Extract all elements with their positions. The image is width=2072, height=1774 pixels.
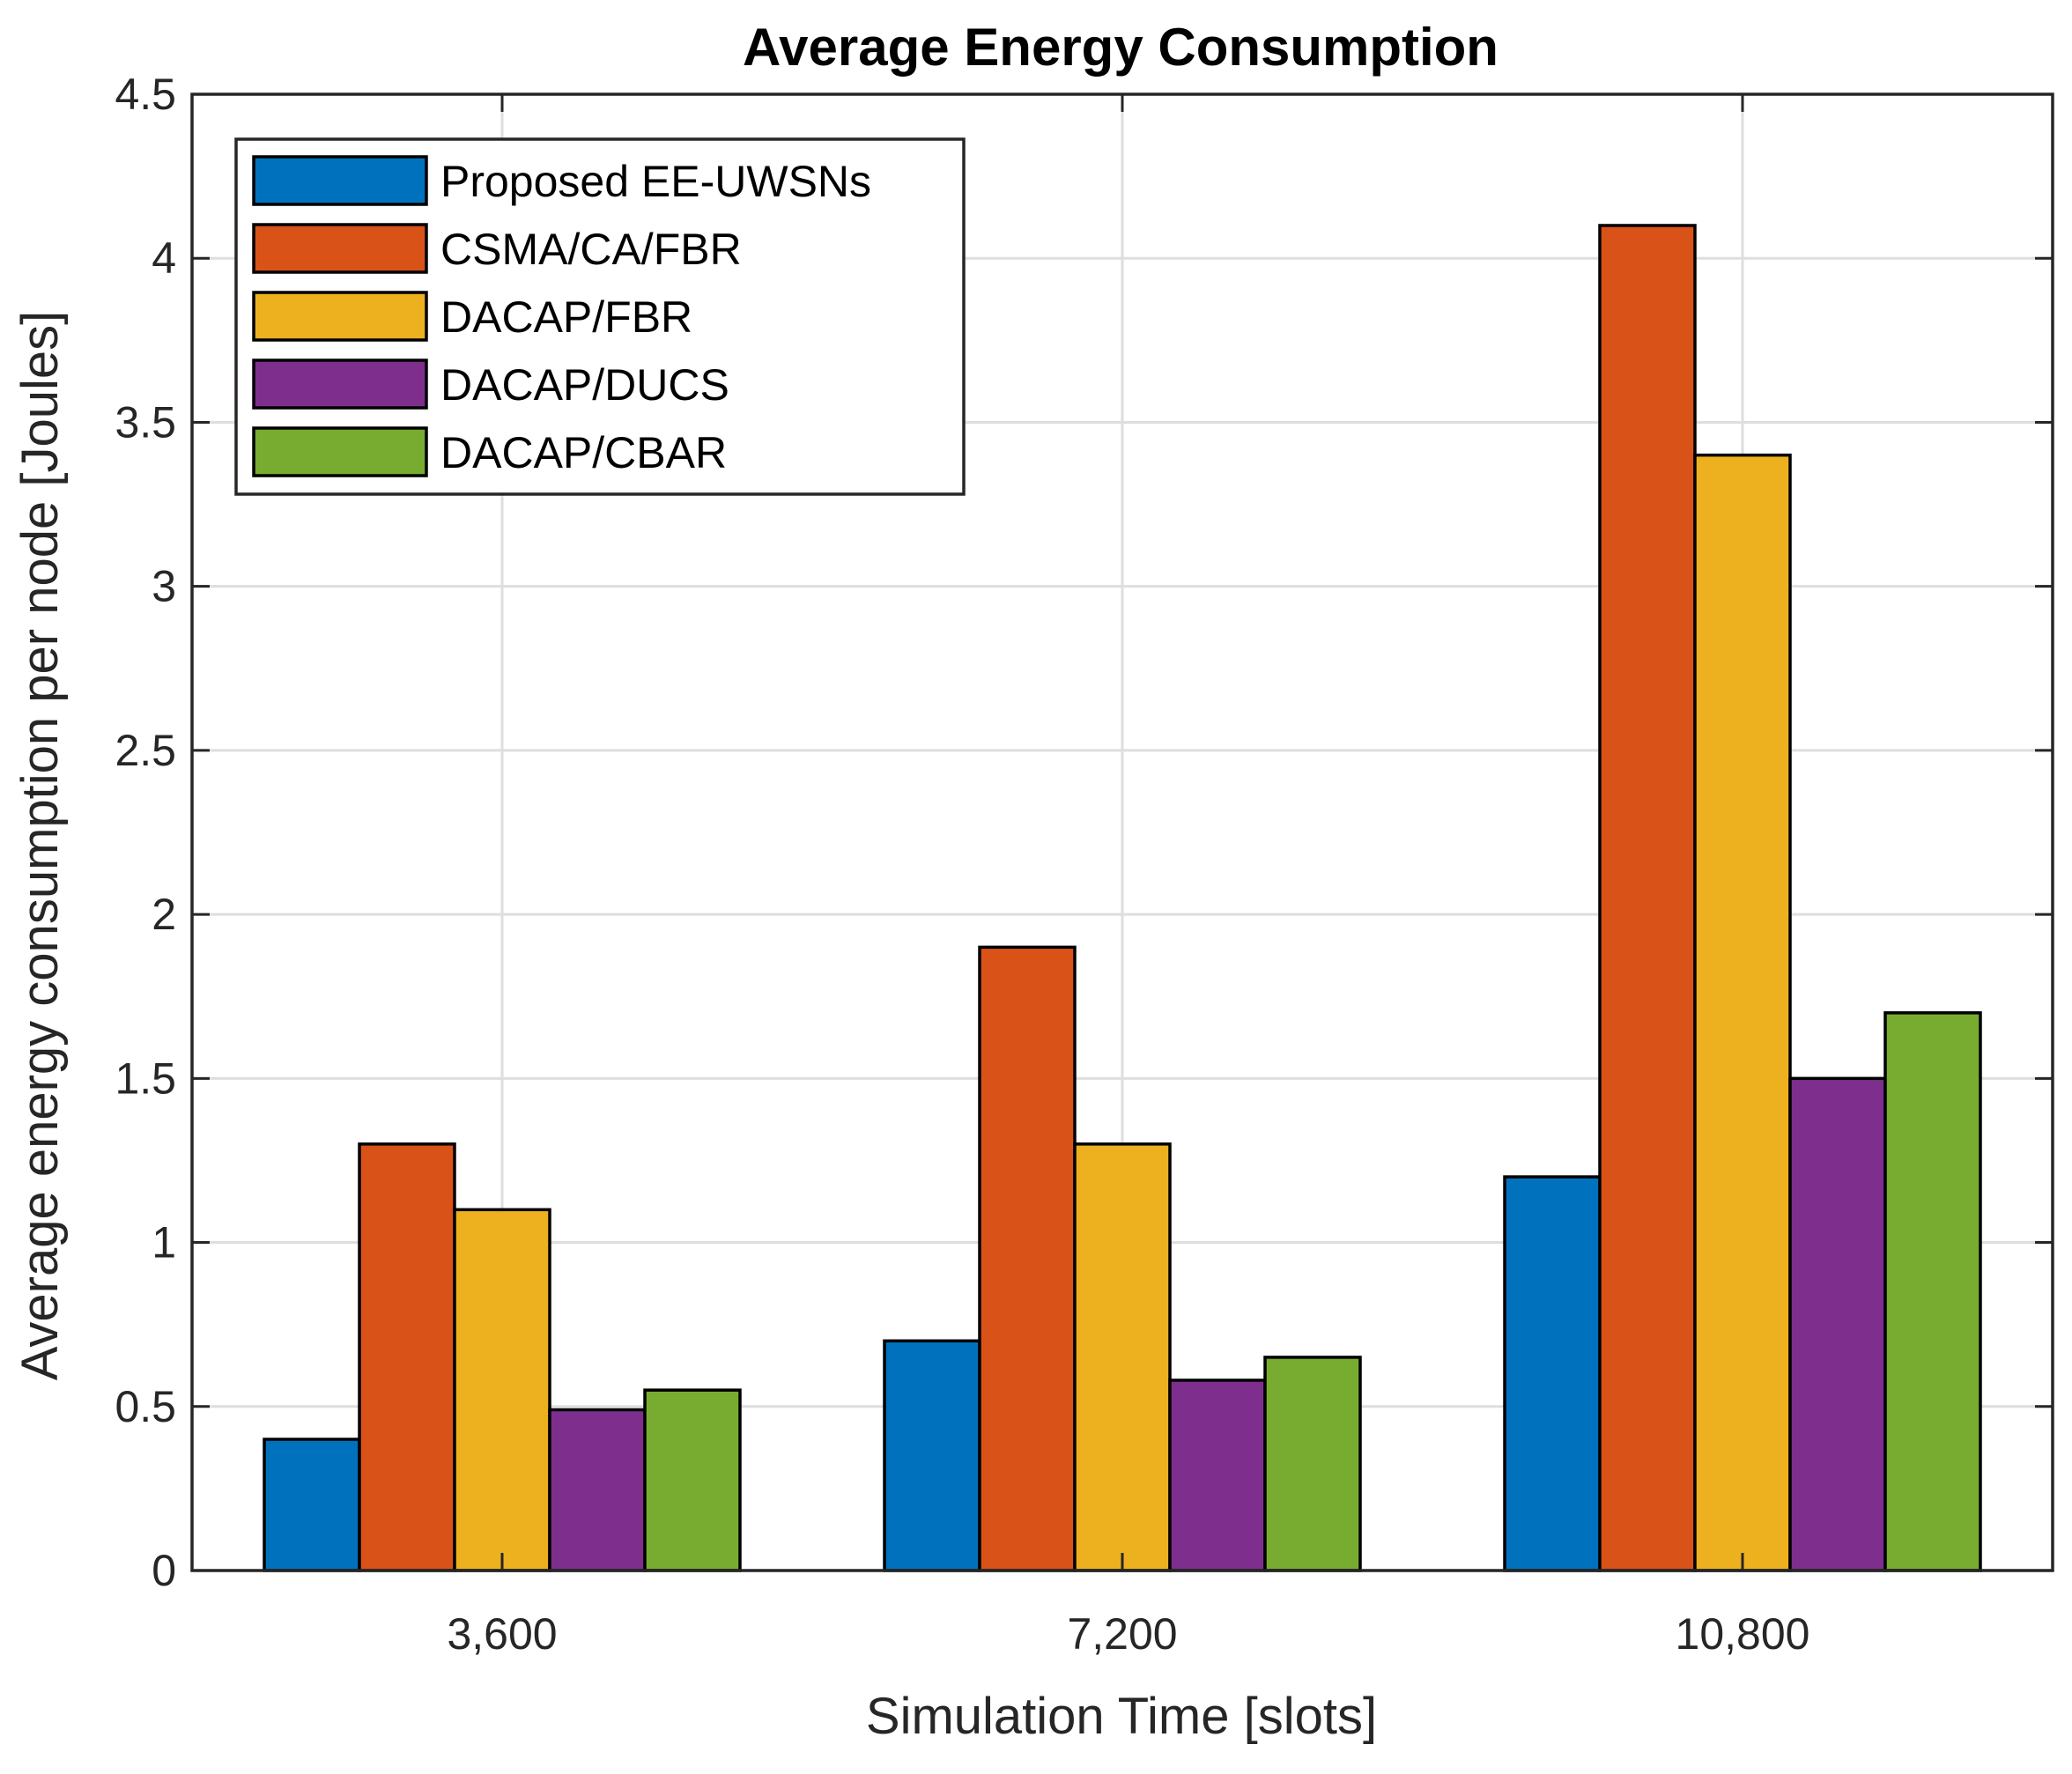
y-tick-label-0: 0: [152, 1546, 176, 1595]
legend-swatch-0: [252, 155, 428, 206]
bar-series-3-cat-0: [548, 1408, 647, 1572]
x-axis-label: Simulation Time [slots]: [866, 1688, 1377, 1745]
bar-series-1-cat-0: [358, 1142, 456, 1572]
y-tick-label-3: 1.5: [115, 1053, 176, 1103]
legend-swatch-3: [252, 358, 428, 410]
chart-title: Average Energy Consumption: [743, 18, 1498, 77]
bar-series-3-cat-2: [1788, 1076, 1887, 1572]
legend-label-3: DACAP/DUCS: [440, 360, 729, 410]
y-axis-label: Average energy consumption per node [Jou…: [11, 311, 69, 1381]
legend-swatch-1: [252, 223, 428, 274]
y-tick-label-7: 3.5: [115, 397, 176, 447]
bar-series-0-cat-0: [263, 1438, 361, 1572]
y-tick-label-2: 1: [152, 1218, 176, 1268]
y-tick-label-9: 4.5: [115, 70, 176, 119]
legend-swatch-2: [252, 291, 428, 342]
x-tick-label-1: 7,200: [1067, 1609, 1177, 1659]
legend-label-4: DACAP/CBAR: [440, 428, 727, 477]
bar-series-3-cat-1: [1168, 1379, 1267, 1572]
bar-series-2-cat-2: [1693, 453, 1792, 1572]
bar-series-2-cat-0: [453, 1208, 551, 1572]
x-tick-label-2: 10,800: [1676, 1609, 1810, 1659]
bar-series-0-cat-2: [1503, 1175, 1602, 1572]
bar-series-4-cat-2: [1883, 1011, 1982, 1572]
y-tick-label-5: 2.5: [115, 726, 176, 775]
y-tick-label-4: 2: [152, 890, 176, 939]
x-tick-label-0: 3,600: [447, 1609, 557, 1659]
bar-layer: [263, 224, 1982, 1572]
y-tick-label-8: 4: [152, 233, 176, 283]
bar-series-4-cat-1: [1263, 1356, 1362, 1572]
legend-swatch-4: [252, 426, 428, 477]
y-tick-label-1: 0.5: [115, 1382, 176, 1431]
legend-label-2: DACAP/FBR: [440, 292, 692, 342]
y-tick-label-6: 3: [152, 562, 176, 611]
bar-series-4-cat-0: [643, 1388, 742, 1572]
legend-label-0: Proposed EE-UWSNs: [440, 157, 871, 206]
tick-layer: 0 0.5 1 1.5 2 2.5 3 3.5 4 4.5 3,600 7,200 10,800: [115, 70, 2053, 1659]
bar-series-2-cat-1: [1073, 1142, 1172, 1572]
bar-series-1-cat-1: [978, 945, 1077, 1572]
bar-series-0-cat-1: [883, 1339, 981, 1572]
bar-series-1-cat-2: [1598, 224, 1697, 1572]
legend: Proposed EE-UWSNs CSMA/CA/FBR DACAP/FBR DAC…: [234, 137, 966, 496]
legend-label-1: CSMA/CA/FBR: [440, 225, 742, 274]
